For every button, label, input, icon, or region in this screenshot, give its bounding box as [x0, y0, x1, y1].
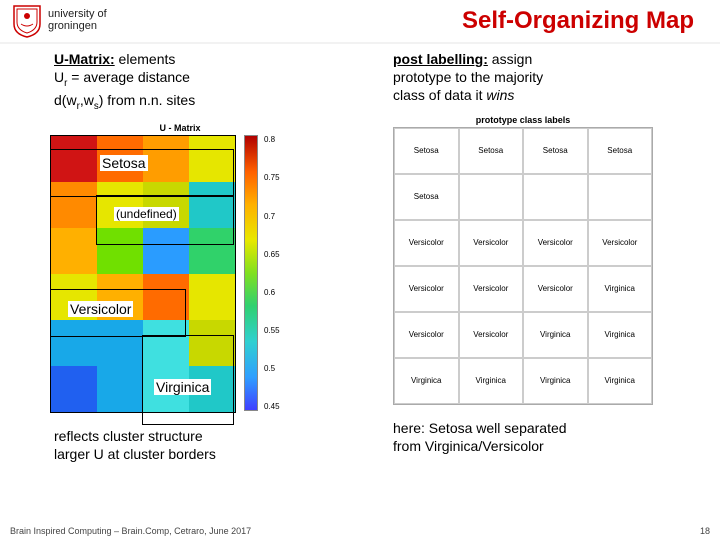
right-bottom-text: here: Setosa well separated from Virgini… — [393, 419, 692, 455]
proto-cell: Versicolor — [459, 220, 524, 266]
proto-cell: Versicolor — [394, 266, 459, 312]
tick-label: 0.6 — [264, 288, 280, 297]
umatrix-cell — [143, 320, 189, 366]
proto-cell: Versicolor — [394, 312, 459, 358]
postlabel-desc: post labelling: assign prototype to the … — [393, 50, 692, 105]
proto-cell: Virginica — [588, 312, 653, 358]
proto-cell: Versicolor — [459, 312, 524, 358]
tick-label: 0.5 — [264, 364, 280, 373]
proto-cell: Virginica — [394, 358, 459, 404]
right-column: post labelling: assign prototype to the … — [393, 50, 692, 464]
footer-left: Brain Inspired Computing – Brain.Comp, C… — [10, 526, 251, 536]
umatrix-figure: U - Matrix 0.80.750.70.650.60.550.50.45 … — [50, 123, 310, 413]
proto-cell: Setosa — [394, 128, 459, 174]
proto-cell: Versicolor — [588, 220, 653, 266]
proto-figure: prototype class labels SetosaSetosaSetos… — [393, 115, 653, 405]
tick-label: 0.55 — [264, 326, 280, 335]
page-number: 18 — [700, 526, 710, 536]
slide-title: Self-Organizing Map — [107, 7, 704, 35]
uni-name-line2: groningen — [48, 21, 107, 33]
proto-cell: Setosa — [394, 174, 459, 220]
umatrix-cell — [51, 366, 97, 412]
label-virginica: Virginica — [154, 379, 211, 395]
shield-icon — [12, 4, 42, 38]
proto-cell: Virginica — [588, 266, 653, 312]
umatrix-cell — [189, 136, 235, 182]
proto-cell: Setosa — [588, 128, 653, 174]
proto-cell — [523, 174, 588, 220]
left-column: U-Matrix: elements Ur = average distance… — [54, 50, 353, 464]
proto-grid: SetosaSetosaSetosaSetosaSetosaVersicolor… — [393, 127, 653, 405]
umatrix-cell — [143, 182, 189, 228]
umatrix-desc: U-Matrix: elements Ur = average distance… — [54, 50, 353, 113]
umatrix-cell — [51, 228, 97, 274]
tick-label: 0.65 — [264, 250, 280, 259]
university-logo: university of groningen — [12, 4, 107, 38]
umatrix-cell — [51, 136, 97, 182]
proto-cell — [459, 174, 524, 220]
umatrix-cell — [143, 274, 189, 320]
umatrix-cell — [97, 320, 143, 366]
proto-cell: Versicolor — [459, 266, 524, 312]
proto-cell: Versicolor — [394, 220, 459, 266]
tick-label: 0.7 — [264, 212, 280, 221]
proto-cell: Virginica — [459, 358, 524, 404]
divider — [0, 42, 720, 44]
proto-cell — [588, 174, 653, 220]
colorbar — [244, 135, 258, 411]
umatrix-cell — [189, 320, 235, 366]
proto-cell: Versicolor — [523, 220, 588, 266]
proto-cell: Virginica — [588, 358, 653, 404]
umatrix-cell — [51, 182, 97, 228]
umatrix-cell — [189, 228, 235, 274]
proto-cell: Virginica — [523, 358, 588, 404]
proto-cell: Versicolor — [523, 266, 588, 312]
tick-label: 0.75 — [264, 173, 280, 182]
proto-cell: Setosa — [459, 128, 524, 174]
proto-cell: Virginica — [523, 312, 588, 358]
umatrix-cell — [189, 274, 235, 320]
umatrix-cell — [51, 320, 97, 366]
proto-title: prototype class labels — [393, 115, 653, 125]
tick-label: 0.8 — [264, 135, 280, 144]
umatrix-cell — [97, 366, 143, 412]
umatrix-title: U - Matrix — [50, 123, 310, 133]
umatrix-cell — [97, 182, 143, 228]
umatrix-cell — [189, 182, 235, 228]
label-versicolor: Versicolor — [68, 301, 133, 317]
label-undefined: (undefined) — [114, 207, 179, 221]
tick-label: 0.45 — [264, 402, 280, 411]
left-bottom-text: reflects cluster structure larger U at c… — [54, 427, 353, 463]
umatrix-cell — [97, 228, 143, 274]
umatrix-cell — [143, 136, 189, 182]
umatrix-grid — [50, 135, 236, 413]
proto-cell: Setosa — [523, 128, 588, 174]
colorbar-ticks: 0.8 0.75 0.7 0.65 0.6 0.55 0.5 0.45 — [264, 135, 280, 411]
label-setosa: Setosa — [100, 155, 148, 171]
umatrix-cell — [143, 228, 189, 274]
